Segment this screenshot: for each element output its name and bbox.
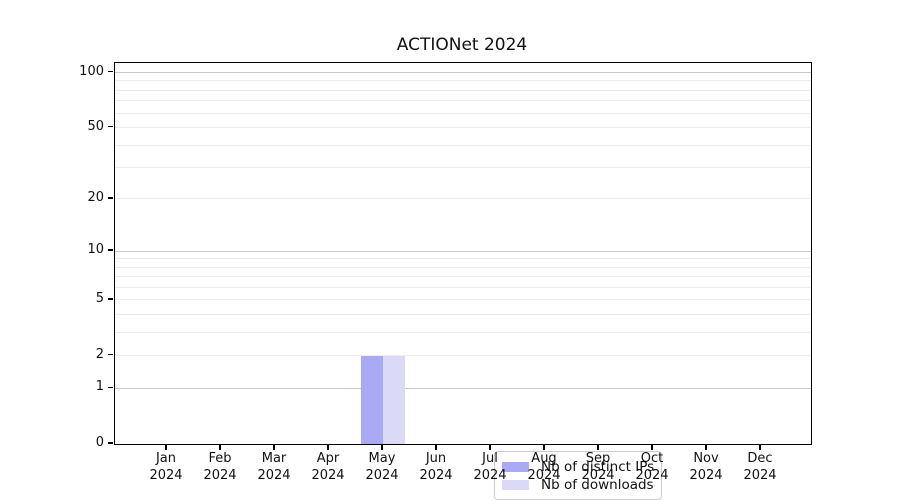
x-tick-may xyxy=(381,445,383,450)
y-tick-0 xyxy=(108,442,113,444)
x-tick-jan xyxy=(165,445,167,450)
gridline-y-1 xyxy=(115,387,811,389)
x-tick-label-nov: Nov 2024 xyxy=(689,451,723,483)
x-tick-jun xyxy=(435,445,437,450)
x-tick-dec xyxy=(759,445,761,450)
legend-swatch-icon xyxy=(502,462,529,472)
chart-title: ACTIONet 2024 xyxy=(396,35,528,55)
y-tick-5 xyxy=(108,298,113,300)
gridline-y-80 xyxy=(115,89,811,91)
gridline-y-10 xyxy=(115,250,811,252)
gridline-y-100 xyxy=(115,72,811,74)
x-tick-apr xyxy=(327,445,329,450)
y-tick-1 xyxy=(108,386,113,388)
x-tick-label-feb: Feb 2024 xyxy=(203,451,237,483)
y-tick-label-0: 0 xyxy=(95,435,104,450)
x-tick-label-jun: Jun 2024 xyxy=(419,451,453,483)
y-tick-label-50: 50 xyxy=(87,118,104,134)
y-tick-label-5: 5 xyxy=(95,290,104,306)
y-tick-10 xyxy=(108,249,113,251)
x-tick-sep xyxy=(597,445,599,450)
y-tick-label-20: 20 xyxy=(87,189,104,205)
x-tick-label-jan: Jan 2024 xyxy=(149,451,183,483)
gridline-y-2 xyxy=(115,355,811,357)
y-tick-label-100: 100 xyxy=(79,63,104,79)
y-tick-2 xyxy=(108,353,113,356)
bar-nb-of-distinct-ips-may xyxy=(361,355,383,444)
gridline-y-50 xyxy=(115,127,811,129)
y-tick-100 xyxy=(108,70,113,73)
legend-item: Nb of downloads xyxy=(502,476,654,494)
gridline-y-70 xyxy=(115,100,811,102)
legend-label: Nb of distinct IPs xyxy=(541,459,655,475)
gridline-y-4 xyxy=(115,313,811,315)
gridline-y-40 xyxy=(115,144,811,146)
gridline-y-60 xyxy=(115,112,811,114)
legend-item: Nb of distinct IPs xyxy=(502,458,655,476)
gridline-y-5 xyxy=(115,299,811,301)
y-tick-label-1: 1 xyxy=(95,379,104,395)
gridline-y-8 xyxy=(115,266,811,268)
gridline-y-20 xyxy=(115,198,811,200)
x-tick-label-may: May 2024 xyxy=(365,451,399,483)
y-tick-50 xyxy=(108,125,113,128)
x-tick-label-oct: Oct 2024 xyxy=(635,451,669,483)
y-tick-20 xyxy=(108,197,113,199)
gridline-y-6 xyxy=(115,286,811,288)
gridline-y-9 xyxy=(115,258,811,260)
x-tick-mar xyxy=(273,445,275,450)
x-tick-feb xyxy=(219,445,221,450)
legend-swatch-icon xyxy=(502,480,529,490)
x-tick-label-jul: Jul 2024 xyxy=(473,451,507,483)
x-tick-oct xyxy=(651,445,653,450)
x-tick-jul xyxy=(489,445,491,450)
gridline-y-90 xyxy=(115,80,811,82)
x-tick-label-apr: Apr 2024 xyxy=(311,451,345,483)
x-tick-label-sep: Sep 2024 xyxy=(581,451,615,483)
gridline-y-7 xyxy=(115,276,811,278)
x-tick-nov xyxy=(705,445,707,450)
x-tick-label-mar: Mar 2024 xyxy=(257,451,291,483)
x-tick-label-aug: Aug 2024 xyxy=(527,451,561,483)
plot-area: Nb of distinct IPs Nb of downloads xyxy=(114,62,812,500)
bar-nb-of-downloads-may xyxy=(383,355,405,444)
gridline-y-3 xyxy=(115,331,811,333)
gridline-y-30 xyxy=(115,167,811,169)
x-tick-aug xyxy=(543,445,545,450)
y-tick-label-2: 2 xyxy=(95,346,104,362)
x-tick-label-dec: Dec 2024 xyxy=(743,451,777,483)
legend-label: Nb of downloads xyxy=(541,477,654,493)
y-tick-label-10: 10 xyxy=(87,242,104,258)
